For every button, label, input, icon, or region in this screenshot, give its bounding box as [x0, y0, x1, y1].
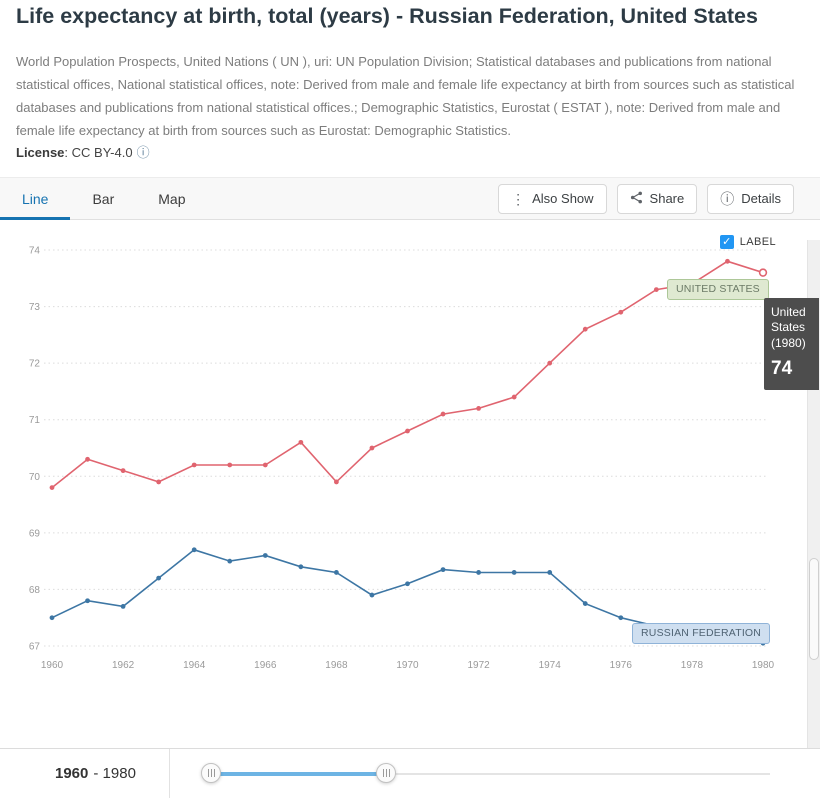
tab-bar[interactable]: Bar [70, 178, 136, 219]
svg-text:1976: 1976 [610, 660, 633, 671]
line-chart: 67 68 69 70 71 72 73 74 1960 1962 1964 1966 1968 1970… [29, 246, 775, 672]
svg-text:1966: 1966 [254, 660, 277, 671]
tooltip-series-name: United States [771, 305, 806, 335]
also-show-label: Also Show [532, 191, 594, 207]
license-label: License [16, 145, 65, 161]
tab-line[interactable]: Line [0, 178, 71, 221]
label-checkbox-control[interactable]: ✓ LABEL [719, 235, 776, 250]
vertical-dots-icon: ⋮ [511, 190, 526, 207]
tooltip-value: 74 [771, 357, 793, 379]
share-button[interactable]: Share [616, 183, 698, 214]
svg-text:1972: 1972 [467, 660, 490, 671]
slider-selected-range[interactable] [211, 772, 386, 776]
svg-text:70: 70 [29, 472, 41, 483]
svg-text:69: 69 [29, 528, 41, 539]
svg-text:72: 72 [29, 359, 41, 370]
svg-text:1978: 1978 [681, 660, 704, 671]
grip-icon [207, 769, 215, 777]
license-line: License: CC BY-4.0 ⓘ [16, 143, 800, 164]
chart-toolbar: ⋮ Also Show Share ⓘ Details [498, 178, 820, 219]
scrollbar-thumb[interactable] [809, 558, 819, 660]
svg-text:1974: 1974 [539, 660, 562, 671]
tab-line-label: Line [22, 190, 49, 207]
range-slider[interactable] [170, 749, 820, 798]
svg-text:67: 67 [29, 642, 41, 653]
slider-handle-end[interactable] [376, 763, 396, 783]
details-button[interactable]: ⓘ Details [707, 183, 794, 214]
datapoint-tooltip: United States (1980) 74 [764, 298, 819, 391]
slider-track[interactable] [211, 773, 770, 775]
grip-icon [382, 769, 390, 777]
page-title: Life expectancy at birth, total (years) … [16, 4, 758, 28]
timeline-chart-card: ✓ LABEL 67 68 69 70 71 72 73 74 1960 1962 1964 1966… [0, 220, 820, 728]
svg-text:1964: 1964 [183, 660, 206, 671]
svg-text:1962: 1962 [112, 660, 135, 671]
checkbox-checked-icon[interactable]: ✓ [719, 235, 734, 250]
license-value: : CC BY-4.0 [64, 145, 133, 161]
svg-text:1968: 1968 [325, 660, 348, 671]
slider-handle-start[interactable] [201, 763, 221, 783]
chart-type-tabbar: Line Bar Map ⋮ Also Show Share [0, 177, 820, 221]
also-show-button[interactable]: ⋮ Also Show [498, 183, 607, 214]
share-icon [630, 191, 643, 206]
range-start-year: 1960 [55, 765, 89, 782]
tab-map[interactable]: Map [136, 178, 207, 219]
details-label: Details [741, 191, 781, 207]
page-header: Life expectancy at birth, total (years) … [0, 0, 820, 164]
date-range-slider-bar: 1960 - 1980 [0, 748, 820, 798]
series-badge-united-states: UNITED STATES [667, 279, 769, 301]
label-checkbox-text: LABEL [739, 236, 776, 249]
svg-text:68: 68 [29, 585, 41, 596]
tab-map-label: Map [158, 190, 186, 207]
source-note: World Population Prospects, United Natio… [16, 54, 795, 139]
svg-text:1970: 1970 [396, 660, 419, 671]
tooltip-year: (1980) [771, 335, 806, 350]
svg-text:1980: 1980 [752, 660, 775, 671]
share-label: Share [649, 191, 685, 207]
license-info-icon[interactable]: ⓘ [136, 145, 150, 161]
tab-bar-label: Bar [92, 190, 115, 207]
svg-text:74: 74 [29, 246, 41, 257]
range-end-year: - 1980 [93, 765, 136, 782]
svg-text:71: 71 [29, 415, 41, 426]
date-range-readout: 1960 - 1980 [0, 749, 170, 798]
svg-text:73: 73 [29, 302, 41, 313]
info-icon: ⓘ [720, 190, 735, 207]
svg-text:1960: 1960 [41, 660, 64, 671]
series-badge-russian-federation: RUSSIAN FEDERATION [632, 623, 771, 645]
